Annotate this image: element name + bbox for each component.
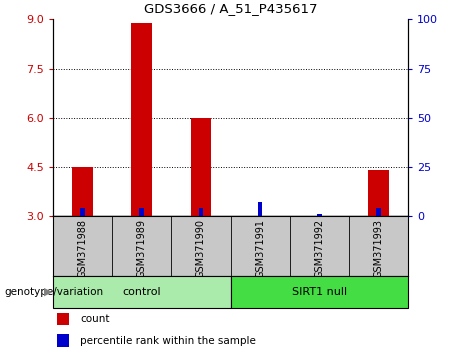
- Bar: [57, 313, 69, 325]
- Text: ▶: ▶: [44, 287, 52, 297]
- Bar: [80, 208, 85, 216]
- Bar: [376, 208, 381, 216]
- Text: GSM371992: GSM371992: [314, 219, 324, 278]
- Bar: [57, 334, 69, 347]
- Bar: [72, 167, 93, 216]
- Text: SIRT1 null: SIRT1 null: [292, 287, 347, 297]
- Bar: [190, 118, 211, 216]
- Text: GSM371989: GSM371989: [137, 219, 147, 278]
- Title: GDS3666 / A_51_P435617: GDS3666 / A_51_P435617: [144, 2, 317, 16]
- Text: GSM371988: GSM371988: [77, 219, 88, 278]
- Text: control: control: [123, 287, 161, 297]
- Bar: [199, 208, 203, 216]
- Bar: [139, 208, 144, 216]
- Text: GSM371991: GSM371991: [255, 219, 265, 278]
- Bar: [317, 214, 322, 216]
- Bar: [258, 202, 262, 216]
- Bar: [230, 276, 408, 308]
- Bar: [131, 23, 152, 216]
- Text: count: count: [80, 314, 110, 324]
- Text: GSM371990: GSM371990: [196, 219, 206, 278]
- Text: GSM371993: GSM371993: [373, 219, 384, 278]
- Bar: [53, 276, 230, 308]
- Bar: [368, 170, 389, 216]
- Text: percentile rank within the sample: percentile rank within the sample: [80, 336, 256, 346]
- Text: genotype/variation: genotype/variation: [5, 287, 104, 297]
